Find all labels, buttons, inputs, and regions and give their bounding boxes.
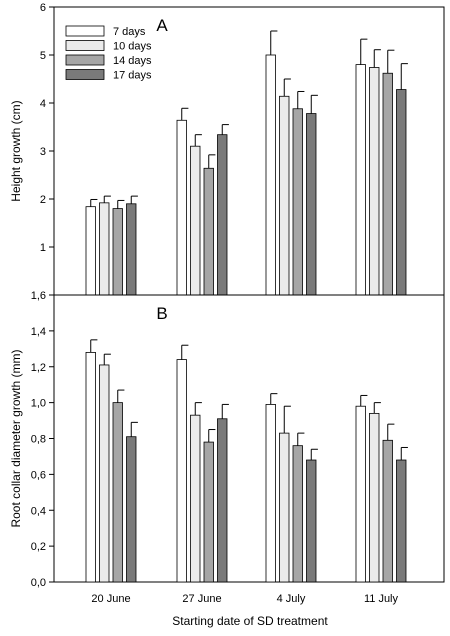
legend-label: 10 days [113,41,152,53]
legend-label: 14 days [113,55,152,67]
x-tick-label: 20 June [91,593,130,605]
bar-14-days-3 [382,72,393,296]
bar-17-days-0 [126,203,137,296]
bar-7-days-1 [176,119,187,296]
y-tick-label: 2 [40,194,46,206]
bar-10-days-1 [190,145,201,296]
bar-7-days-3 [355,64,366,296]
y-tick-label: 1,6 [31,290,46,302]
bar-17-days-3 [396,89,407,296]
bar-7-days-2 [265,54,276,296]
panel-a-height-growth: 1 2 3 4 5 6 Height growth (cm) A 7 days 10 days 14… [9,2,445,296]
y-tick-label: 0,4 [31,505,46,517]
bar-14-days-2 [292,445,303,583]
bar-10-days-1 [190,414,201,583]
bar-7-days-0 [85,351,96,583]
legend-swatch [65,40,105,51]
bar-17-days-2 [306,459,317,583]
bar-7-days-1 [176,359,187,583]
y-tick-label: 5 [40,50,46,62]
bar-14-days-3 [382,439,393,583]
bar-14-days-0 [112,402,123,583]
y-tick-label: 1,2 [31,362,46,374]
bar-10-days-0 [99,364,110,583]
y-tick-label: 0,2 [31,541,46,553]
panel-label: B [156,304,167,323]
bar-7-days-3 [355,405,366,583]
y-axis-label: Height growth (cm) [9,100,23,201]
y-tick-label: 0,0 [31,577,46,589]
x-tick-label: 27 June [182,593,221,605]
bar-7-days-2 [265,404,276,583]
y-tick-label: 1,0 [31,398,46,410]
y-tick-label: 4 [40,98,46,110]
bar-17-days-3 [396,459,407,583]
panel-b-root-collar-growth: 0,0 0,2 0,4 0,6 0,8 1,0 1,2 1,4 1,6 Root collar d… [9,290,445,605]
bar-14-days-1 [203,441,214,583]
x-tick-label: 4 July [277,593,306,605]
legend-label: 17 days [113,70,152,82]
legend-swatch [65,69,105,80]
legend-swatch [65,54,105,66]
bar-14-days-0 [112,208,123,296]
y-tick-label: 1 [40,242,46,254]
bar-17-days-1 [217,134,228,296]
bar-10-days-0 [99,202,110,296]
y-tick-label: 0,6 [31,469,46,481]
legend-label: 7 days [113,26,146,38]
bar-17-days-1 [217,418,228,583]
legend: 7 days 10 days 14 days 17 days [65,25,152,82]
bar-10-days-3 [369,412,380,583]
bar-14-days-1 [203,167,214,296]
bar-14-days-2 [292,108,303,296]
y-axis-label: Root collar diameter growth (mm) [9,349,23,527]
bar-10-days-3 [369,67,380,296]
bar-7-days-0 [85,206,96,296]
x-axis-label: Starting date of SD treatment [172,614,328,628]
y-tick-label: 3 [40,146,46,158]
panel-label: A [156,16,168,35]
legend-swatch [65,25,105,37]
x-tick-label: 11 July [364,593,399,605]
bar-10-days-2 [279,432,290,583]
bar-17-days-2 [306,113,317,296]
y-tick-label: 0,8 [31,434,46,446]
bar-10-days-2 [279,95,290,296]
bar-17-days-0 [126,436,137,583]
y-tick-label: 1,4 [31,326,46,338]
y-tick-label: 6 [40,2,46,14]
